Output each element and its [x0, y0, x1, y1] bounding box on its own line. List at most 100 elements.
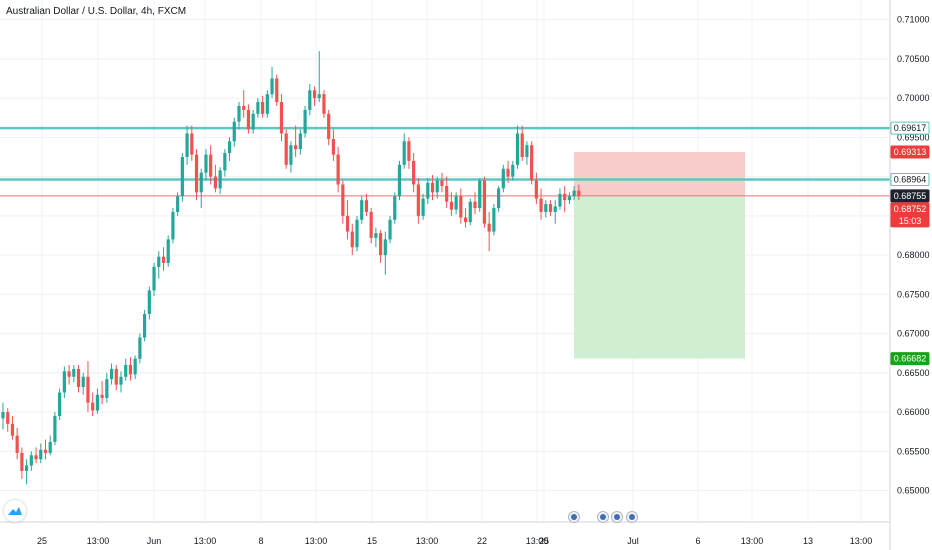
candle-body: [6, 412, 10, 424]
candle-body: [407, 141, 411, 161]
candle-body: [176, 196, 180, 212]
candle-body: [379, 233, 383, 256]
logo-icon: [8, 507, 22, 515]
candle-body: [289, 145, 293, 165]
candle-body: [105, 379, 109, 398]
price-tag-countdown: 15:03: [899, 216, 922, 226]
candle-body: [34, 455, 38, 460]
candle-body: [331, 138, 335, 155]
candle-body: [76, 368, 81, 387]
candle-body: [459, 196, 463, 218]
candle-body: [553, 206, 557, 212]
candle-body: [445, 186, 449, 202]
candle-body: [246, 109, 251, 130]
candle-body: [161, 256, 166, 263]
candle-body: [449, 201, 453, 210]
time-tick-label: 13: [803, 536, 813, 546]
candle-body: [525, 145, 529, 157]
candle-body: [506, 168, 510, 177]
candle-body: [341, 184, 345, 216]
price-tag-box: [890, 352, 930, 366]
price-tag-box: [890, 145, 930, 159]
price-tag-entry: 0.68755: [894, 191, 927, 201]
time-tick-label: 25: [37, 536, 47, 546]
event-flag-emblem: [629, 514, 635, 520]
take-profit-zone[interactable]: [574, 195, 745, 359]
price-tick-label: 0.69500: [897, 132, 930, 142]
tradingview-logo[interactable]: [4, 500, 26, 522]
price-tag-target: 0.66682: [894, 354, 927, 364]
candle-body: [383, 239, 387, 256]
candle-body: [133, 358, 137, 375]
price-tags: 0.69617 0.69313 0.68964 0.68755 0.68752 15:03…: [890, 121, 930, 366]
candle-body: [393, 196, 397, 220]
candle-body: [53, 416, 57, 442]
candle-body: [454, 196, 458, 210]
candle-body: [190, 133, 194, 155]
candle-body: [62, 371, 66, 393]
candle-body: [421, 198, 425, 216]
candle-body: [39, 449, 43, 460]
candle-body: [171, 211, 175, 240]
candle-body: [58, 392, 62, 417]
candle-body: [308, 90, 312, 110]
candle-body: [497, 188, 501, 209]
price-tag-box: [890, 214, 930, 228]
candle-body: [548, 204, 553, 212]
time-tick-label: Jul: [627, 536, 639, 546]
candle-body: [261, 102, 265, 114]
candle-body: [199, 172, 203, 193]
candle-body: [435, 180, 439, 193]
risk-reward-tool[interactable]: [0, 152, 890, 359]
candle-body: [492, 208, 496, 232]
event-flag-emblem: [600, 514, 606, 520]
candle-body: [100, 394, 104, 398]
candle-body: [20, 452, 24, 471]
candle-body: [294, 145, 298, 150]
candle-body: [232, 121, 236, 142]
candles: [1, 51, 581, 485]
candle-body: [147, 290, 151, 314]
candle-body: [426, 182, 430, 199]
horizontal-levels[interactable]: [0, 126, 890, 181]
candle-body: [143, 313, 147, 338]
candle-body: [124, 365, 128, 377]
candle-body: [520, 133, 524, 157]
candle-body: [388, 219, 392, 240]
candle-body: [511, 164, 515, 177]
stop-loss-zone[interactable]: [574, 152, 745, 196]
candle-body: [109, 368, 114, 380]
price-tick-label: 0.66500: [897, 368, 930, 378]
candle-body: [1, 412, 5, 419]
price-tag-box: [890, 172, 930, 186]
candle-body: [223, 153, 227, 171]
time-tick-label: 13:00: [850, 536, 873, 546]
candle-body: [468, 201, 472, 223]
candle-body: [15, 435, 19, 453]
candle-body: [157, 256, 161, 267]
candle-body: [81, 376, 85, 387]
candle-body: [227, 141, 232, 154]
price-tag-level: 0.68964: [894, 174, 927, 184]
candle-body: [251, 113, 255, 130]
price-tick-label: 0.70000: [897, 93, 930, 103]
candle-body: [119, 376, 123, 385]
candle-body: [312, 90, 317, 99]
candle-body: [534, 180, 538, 199]
candle-body: [185, 133, 189, 157]
economic-events[interactable]: [568, 511, 638, 523]
time-tick-label: 6: [695, 536, 700, 546]
candle-body: [218, 170, 222, 189]
candle-body: [412, 160, 416, 185]
time-tick-label: 13:00: [741, 536, 764, 546]
price-tag-level: 0.69617: [894, 123, 927, 133]
candle-body: [317, 94, 321, 99]
price-tick-label: 0.67000: [897, 329, 930, 339]
time-tick-label: 25: [539, 536, 549, 546]
price-tick-label: 0.65500: [897, 446, 930, 456]
candle-body: [440, 180, 444, 187]
time-tick-label: Jun: [147, 536, 162, 546]
time-tick-label: 22: [477, 536, 487, 546]
